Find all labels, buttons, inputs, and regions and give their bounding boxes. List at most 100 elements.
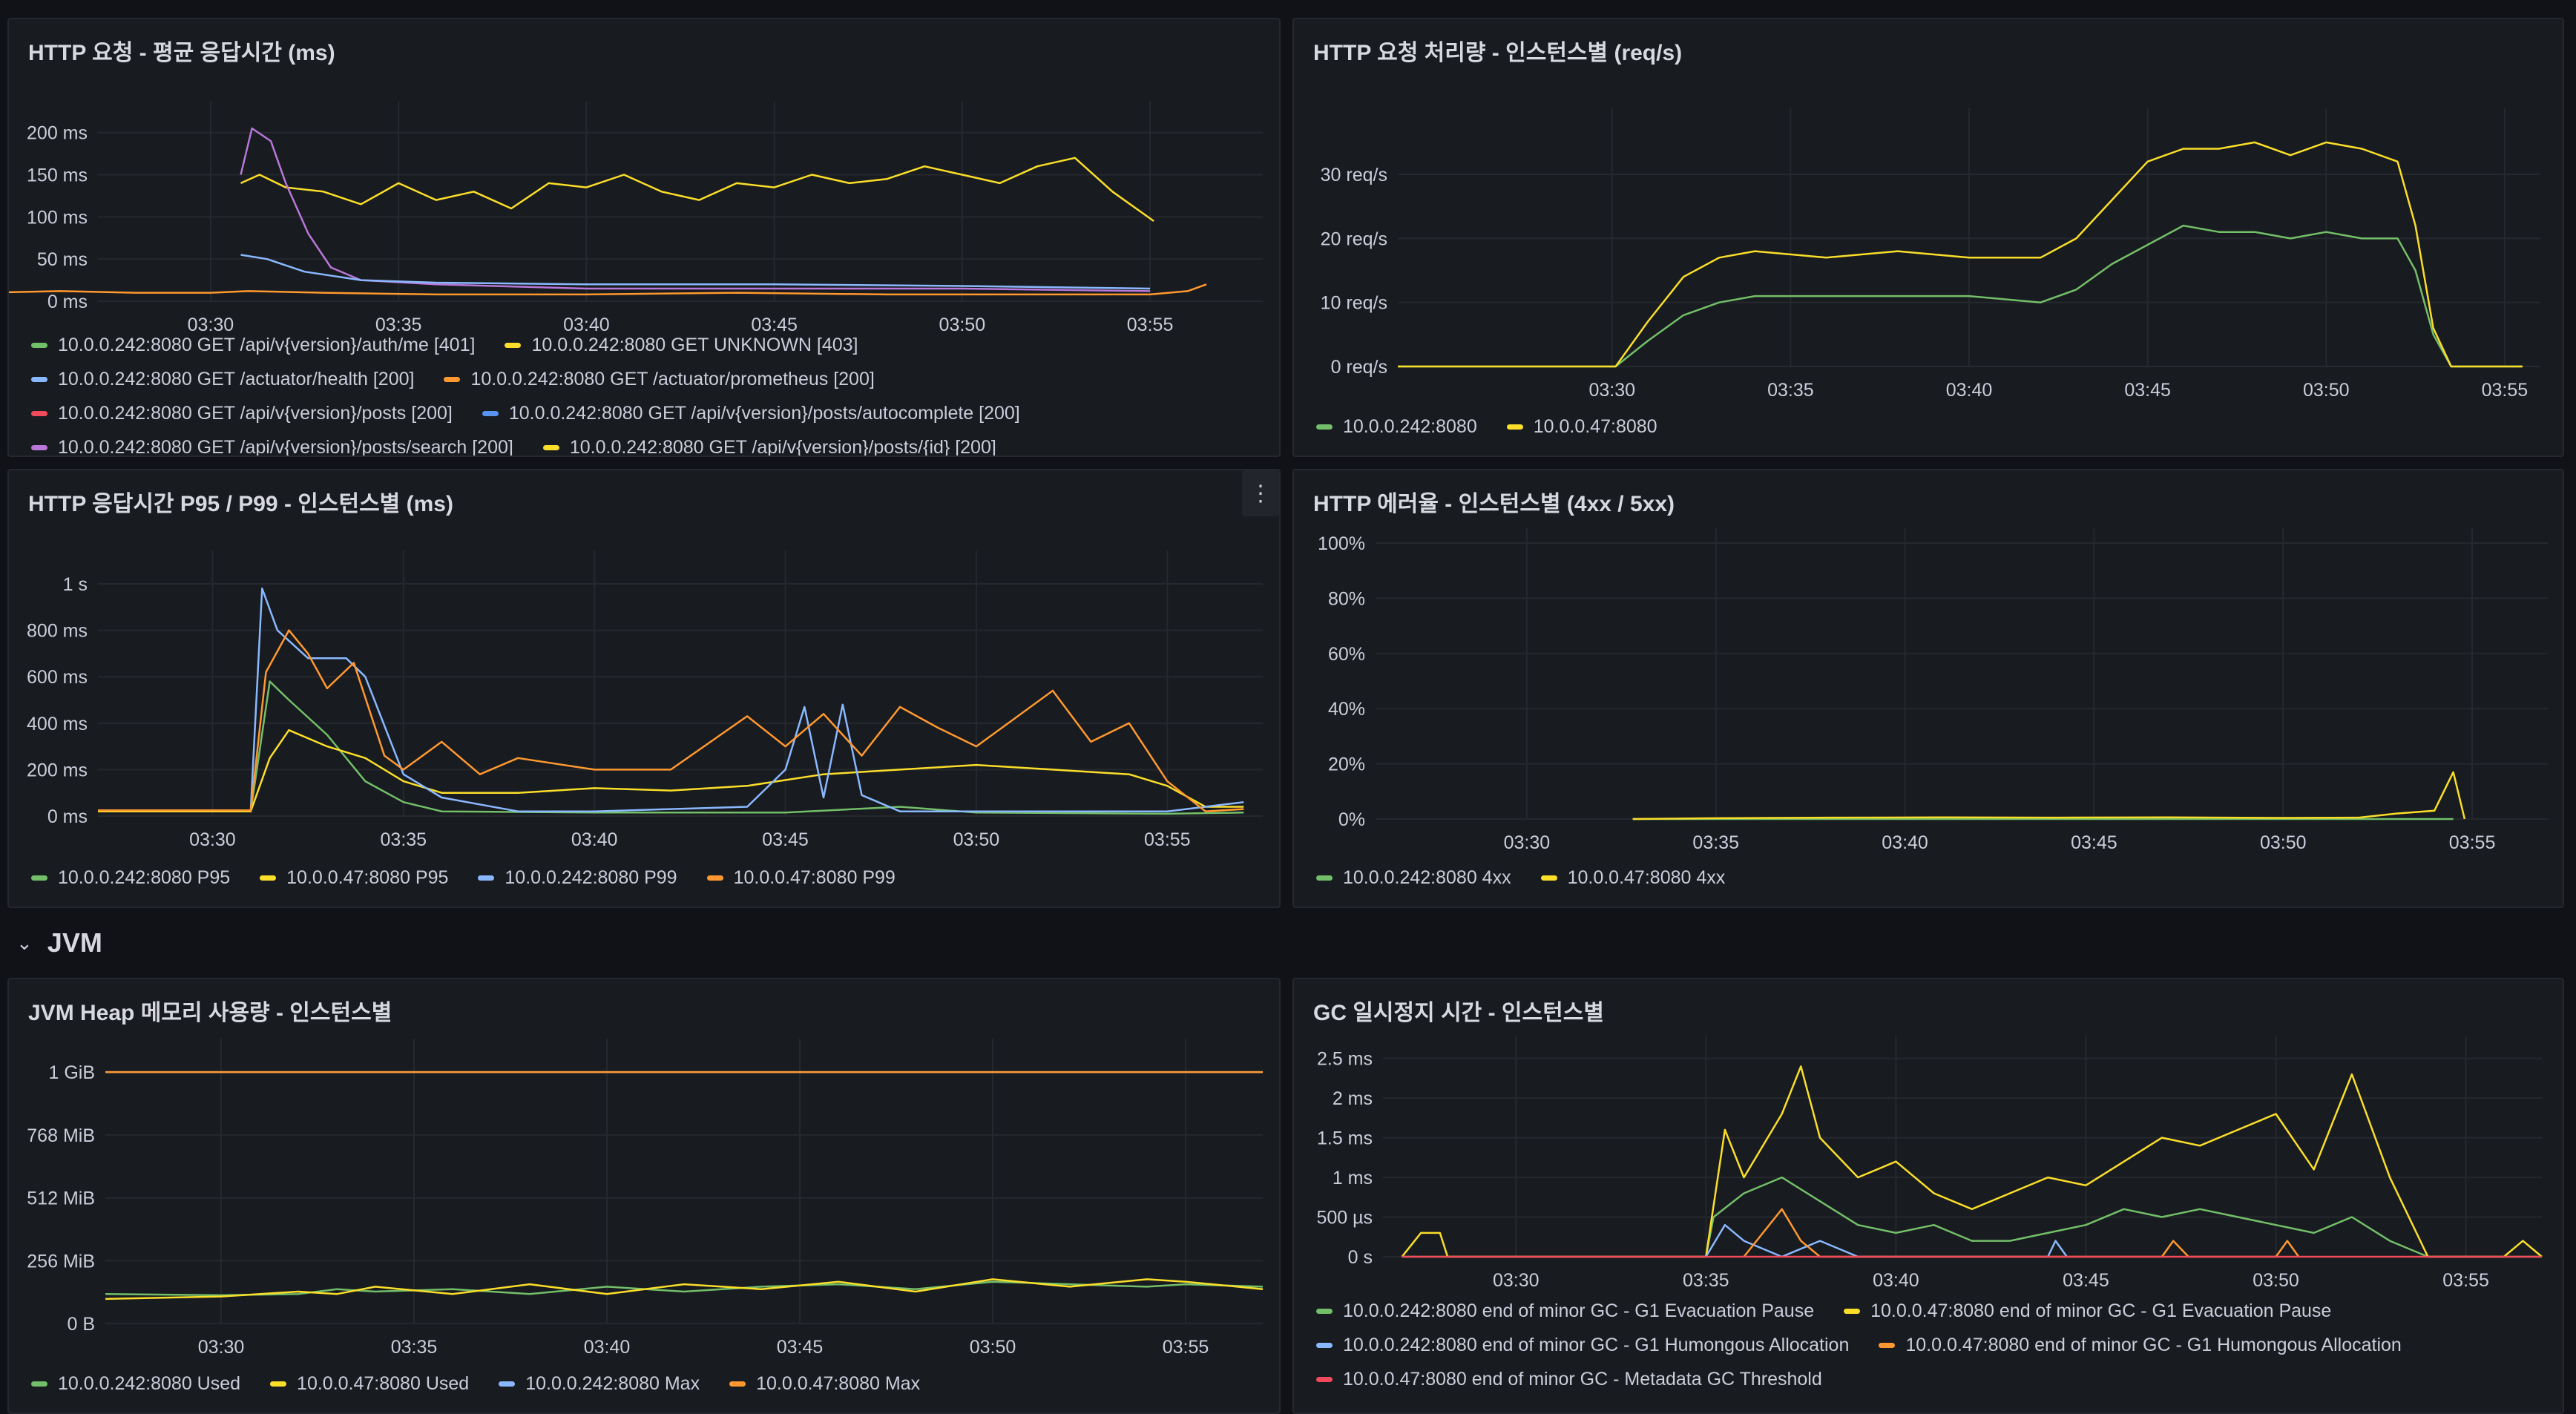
x-tick-label: 03:30 [189, 829, 236, 850]
y-tick-label: 30 req/s [1321, 165, 1387, 185]
legend-item[interactable]: 10.0.0.47:8080 Max [729, 1373, 920, 1395]
legend-item[interactable]: 10.0.0.47:8080 4xx [1540, 867, 1725, 889]
legend-swatch-icon [31, 1381, 47, 1387]
legend-swatch-icon [260, 875, 277, 881]
y-tick-label: 400 ms [27, 714, 88, 734]
legend-item[interactable]: 10.0.0.47:8080 end of minor GC - G1 Evac… [1844, 1300, 2331, 1322]
x-tick-label: 03:50 [953, 829, 1000, 850]
legend-label: 10.0.0.242:8080 GET /api/v{version}/post… [569, 436, 996, 457]
panel-title: GC 일시정지 시간 - 인스턴스별 [1313, 1001, 1604, 1025]
row-header-jvm[interactable]: ⌄ JVM [16, 924, 102, 961]
legend-item[interactable]: 10.0.0.47:8080 Used [270, 1373, 469, 1395]
x-tick-label: 03:30 [188, 315, 234, 335]
legend-swatch-icon [499, 1381, 516, 1387]
x-tick-label: 03:45 [2124, 380, 2171, 401]
legend-item[interactable]: 10.0.0.242:8080 Max [499, 1373, 700, 1395]
x-tick-label: 03:45 [777, 1337, 824, 1358]
panel-menu-button[interactable]: ⋮ [1242, 470, 1279, 516]
legend-item[interactable]: 10.0.0.242:8080 GET /actuator/prometheus… [444, 369, 875, 390]
legend-swatch-icon [31, 875, 47, 881]
chart-throughput[interactable]: 0 req/s 10 req/s 20 req/s 30 req/s 03:30 03:3… [1294, 19, 2564, 435]
x-tick-label: 03:40 [1882, 832, 1928, 853]
x-tick-label: 03:45 [2071, 832, 2117, 853]
legend-item[interactable]: 10.0.0.242:8080 P99 [478, 867, 677, 889]
chart-gc-pause[interactable]: 0 s 500 µs 1 ms 1.5 ms 2 ms 2.5 ms 03:30 03:35 0… [1294, 979, 2564, 1306]
y-tick-label: 0 B [67, 1314, 95, 1335]
legend-item[interactable]: 10.0.0.242:8080 GET /api/v{version}/auth… [31, 335, 475, 356]
y-tick-label: 10 req/s [1321, 293, 1387, 314]
panel-gc-pause[interactable]: GC 일시정지 시간 - 인스턴스별 0 s 500 µs 1 ms 1.5 ms 2 … [1292, 978, 2564, 1414]
legend-item[interactable]: 10.0.0.47:8080 end of minor GC - Metadat… [1316, 1369, 1822, 1390]
legend-item[interactable]: 10.0.0.242:8080 GET /api/v{version}/post… [482, 403, 1020, 424]
legend-item[interactable]: 10.0.0.47:8080 P95 [260, 867, 448, 889]
x-tick-label: 03:35 [1692, 832, 1739, 853]
legend: 10.0.0.242:8080 end of minor GC - G1 Eva… [1316, 1294, 2402, 1396]
y-tick-label: 1 s [63, 574, 88, 595]
panel-avg-response-time[interactable]: HTTP 요청 - 평균 응답시간 (ms) 0 ms 50 ms 100 ms 15… [7, 18, 1281, 457]
legend-label: 10.0.0.242:8080 4xx [1343, 867, 1511, 888]
legend-item[interactable]: 10.0.0.242:8080 GET /api/v{version}/post… [542, 436, 996, 457]
legend-item[interactable]: 10.0.0.242:8080 P95 [31, 867, 230, 889]
panel-title: HTTP 응답시간 P95 / P99 - 인스턴스별 (ms) [28, 492, 453, 516]
chart-jvm-heap[interactable]: 0 B 256 MiB 512 MiB 768 MiB 1 GiB 03:30 03:35 0… [9, 979, 1281, 1380]
x-tick-label: 03:55 [2449, 832, 2496, 853]
chevron-down-icon: ⌄ [16, 931, 33, 954]
y-tick-label: 0 s [1348, 1247, 1373, 1268]
panel-jvm-heap[interactable]: JVM Heap 메모리 사용량 - 인스턴스별 0 B 256 MiB 512 M… [7, 978, 1281, 1414]
y-tick-label: 40% [1328, 699, 1365, 720]
chart-p95-p99[interactable]: 0 ms 200 ms 400 ms 600 ms 800 ms 1 s 03:30 03:3… [9, 470, 1281, 886]
legend-label: 10.0.0.47:8080 end of minor GC - G1 Evac… [1870, 1300, 2332, 1321]
legend-item[interactable]: 10.0.0.242:8080 [1316, 416, 1477, 438]
series-line [98, 729, 1244, 812]
x-tick-label: 03:55 [1163, 1337, 1209, 1358]
chart-avg-response-time[interactable]: 0 ms 50 ms 100 ms 150 ms 200 ms 03:30 03:35 03:… [9, 19, 1281, 368]
legend-label: 10.0.0.47:8080 P95 [286, 867, 449, 888]
legend-item[interactable]: 10.0.0.242:8080 4xx [1316, 867, 1511, 889]
legend-row: 10.0.0.242:8080 GET /api/v{version}/auth… [31, 328, 1020, 362]
legend-item[interactable]: 10.0.0.242:8080 end of minor GC - G1 Eva… [1316, 1300, 1814, 1322]
legend-item[interactable]: 10.0.0.242:8080 Used [31, 1373, 240, 1395]
legend-label: 10.0.0.242:8080 end of minor GC - G1 Hum… [1343, 1334, 1850, 1355]
series-line [1743, 1208, 2300, 1258]
x-tick-label: 03:30 [1493, 1270, 1540, 1291]
legend-item[interactable]: 10.0.0.242:8080 end of minor GC - G1 Hum… [1316, 1335, 1849, 1356]
legend-swatch-icon [1316, 1342, 1333, 1348]
legend-item[interactable]: 10.0.0.242:8080 GET /api/v{version}/post… [31, 403, 453, 424]
y-tick-label: 1.5 ms [1317, 1128, 1373, 1149]
x-tick-label: 03:35 [381, 829, 427, 850]
y-tick-label: 100 ms [27, 207, 88, 228]
legend-item[interactable]: 10.0.0.47:8080 end of minor GC - G1 Humo… [1879, 1335, 2402, 1356]
chart-error-rate[interactable]: 0% 20% 40% 60% 80% 100% 03:30 03:35 03:40 03:45 03… [1294, 470, 2564, 886]
legend-item[interactable]: 10.0.0.47:8080 [1506, 415, 1657, 438]
legend-row: 10.0.0.242:8080 4xx 10.0.0.47:8080 4xx [1316, 861, 1725, 895]
x-tick-label: 03:55 [1144, 829, 1191, 850]
legend-label: 10.0.0.242:8080 GET /api/v{version}/post… [508, 402, 1020, 424]
series-line [1401, 1065, 2543, 1258]
x-tick-label: 03:55 [2482, 380, 2529, 401]
legend: 10.0.0.242:8080 P95 10.0.0.47:8080 P95 10.… [31, 861, 896, 895]
legend: 10.0.0.242:8080 GET /api/v{version}/auth… [31, 328, 1020, 457]
legend-row: 10.0.0.242:8080 end of minor GC - G1 Eva… [1316, 1294, 2402, 1328]
x-tick-label: 03:50 [2303, 380, 2350, 401]
x-tick-label: 03:55 [1127, 315, 1174, 335]
series-line [1632, 771, 2466, 821]
x-tick-label: 03:30 [198, 1337, 245, 1358]
legend-label: 10.0.0.47:8080 [1533, 415, 1657, 437]
y-tick-label: 60% [1328, 644, 1365, 665]
series-line [9, 283, 1207, 296]
panel-throughput[interactable]: HTTP 요청 처리량 - 인스턴스별 (req/s) 0 req/s 10 re… [1292, 18, 2564, 457]
panel-p95-p99[interactable]: HTTP 응답시간 P95 / P99 - 인스턴스별 (ms) ⋮ 0 ms 2… [7, 469, 1281, 908]
legend-row: 10.0.0.242:8080 GET /actuator/health [20… [31, 362, 1020, 396]
legend-swatch-icon [1540, 875, 1557, 881]
x-tick-label: 03:30 [1588, 380, 1635, 401]
legend-item[interactable]: 10.0.0.242:8080 GET /api/v{version}/post… [31, 437, 513, 456]
panel-error-rate[interactable]: HTTP 에러율 - 인스턴스별 (4xx / 5xx) 0% 20% 40% 60%… [1292, 469, 2564, 908]
y-tick-label: 1 GiB [48, 1062, 95, 1083]
x-tick-label: 03:50 [970, 1337, 1016, 1358]
legend-swatch-icon [31, 444, 47, 450]
legend-item[interactable]: 10.0.0.242:8080 GET UNKNOWN [403] [505, 335, 858, 356]
legend-label: 10.0.0.47:8080 Used [297, 1372, 470, 1394]
legend-item[interactable]: 10.0.0.47:8080 P99 [706, 867, 896, 889]
legend-item[interactable]: 10.0.0.242:8080 GET /actuator/health [20… [31, 369, 414, 390]
series-line [240, 127, 1151, 292]
